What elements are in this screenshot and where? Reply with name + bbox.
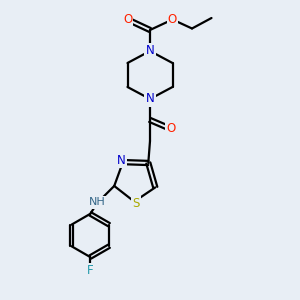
- Text: O: O: [168, 13, 177, 26]
- Text: N: N: [117, 154, 126, 167]
- Text: N: N: [146, 44, 154, 58]
- Text: O: O: [167, 122, 176, 136]
- Text: F: F: [87, 264, 94, 277]
- Text: O: O: [123, 13, 132, 26]
- Text: S: S: [132, 196, 140, 210]
- Text: N: N: [146, 92, 154, 106]
- Text: NH: NH: [89, 197, 106, 208]
